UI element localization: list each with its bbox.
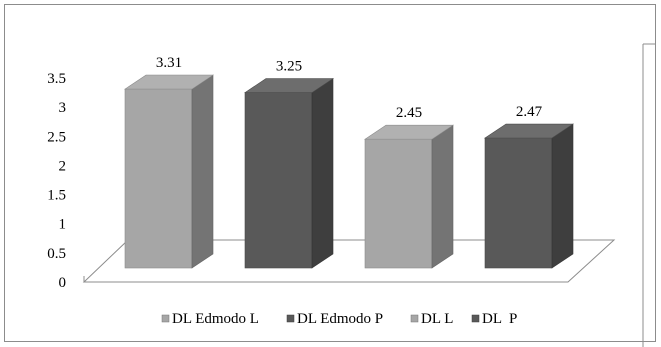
bar-side-face bbox=[431, 124, 454, 269]
bar-1 bbox=[124, 74, 214, 269]
bar-top-face bbox=[124, 74, 214, 90]
bar-side-face bbox=[311, 78, 334, 269]
legend-item: DL P bbox=[471, 311, 517, 327]
y-tick-label: 2 bbox=[59, 158, 67, 174]
y-tick-label: 1.5 bbox=[47, 188, 66, 204]
y-tick-label: 2.5 bbox=[47, 129, 66, 145]
legend-swatch bbox=[410, 314, 419, 323]
bar-4 bbox=[484, 123, 574, 269]
y-tick-label: 3 bbox=[59, 100, 67, 116]
bar-front-face bbox=[364, 138, 433, 269]
legend-label: DL P bbox=[482, 311, 517, 327]
y-tick-label: 3.5 bbox=[47, 71, 66, 87]
bar-3 bbox=[364, 124, 454, 269]
legend-label: DL Edmodo P bbox=[297, 311, 383, 327]
data-label: 2.45 bbox=[396, 105, 422, 121]
chart-floor bbox=[82, 239, 616, 283]
bar-top-face bbox=[244, 78, 334, 93]
legend-item: DL Edmodo P bbox=[286, 311, 383, 327]
legend-swatch bbox=[286, 314, 295, 323]
bars bbox=[124, 74, 574, 269]
plot-wall-edge bbox=[642, 43, 656, 347]
y-tick-label: 0 bbox=[59, 275, 67, 291]
legend-label: DL Edmodo L bbox=[172, 311, 259, 327]
y-axis: 0 0.5 1 1.5 2 2.5 3 3.5 bbox=[47, 43, 656, 347]
y-tick-label: 0.5 bbox=[47, 246, 66, 262]
bar-front-face bbox=[124, 88, 193, 269]
bar-front-face bbox=[484, 137, 553, 269]
bar-top-face bbox=[364, 124, 454, 140]
bar-front-face bbox=[244, 92, 313, 269]
y-tick-label: 1 bbox=[59, 217, 67, 233]
bar-2 bbox=[244, 78, 334, 269]
chart-floor-plane bbox=[82, 239, 616, 283]
data-label: 2.47 bbox=[516, 104, 543, 120]
legend-swatch bbox=[471, 314, 480, 323]
data-label: 3.25 bbox=[276, 59, 302, 75]
bar-top-face bbox=[484, 123, 574, 139]
data-label: 3.31 bbox=[156, 55, 182, 71]
legend: DL Edmodo L DL Edmodo P DL L DL P bbox=[161, 311, 517, 327]
legend-label: DL L bbox=[421, 311, 453, 327]
legend-item: DL Edmodo L bbox=[161, 311, 259, 327]
legend-item: DL L bbox=[410, 311, 453, 327]
bar-side-face bbox=[191, 74, 214, 269]
bar-side-face bbox=[551, 123, 574, 269]
data-labels: 3.31 3.25 2.45 2.47 bbox=[156, 55, 543, 121]
legend-swatch bbox=[161, 314, 170, 323]
